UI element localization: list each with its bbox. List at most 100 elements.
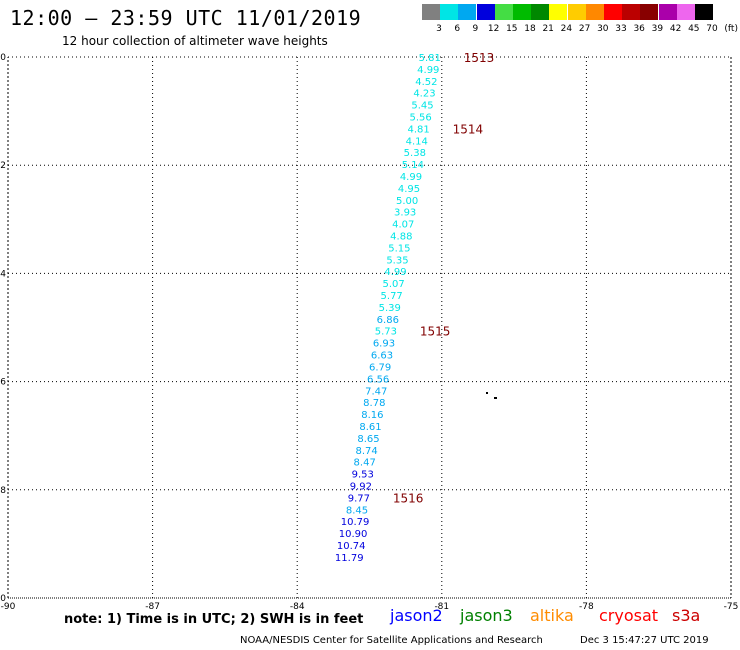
swh-value: 5.39	[379, 303, 401, 314]
pass-number-label: 1514	[453, 122, 484, 136]
swh-value: 8.74	[355, 446, 377, 457]
legend-swatch	[585, 4, 604, 20]
swh-value: 9.92	[350, 481, 372, 492]
legend-swatch	[531, 4, 550, 20]
swh-value: 6.79	[369, 362, 391, 373]
lat-tick-label: -28	[0, 486, 6, 496]
swh-value: 5.38	[404, 148, 426, 159]
swh-value: 5.73	[375, 327, 397, 338]
legend-label: 21	[542, 24, 554, 34]
legend-label: 39	[651, 24, 664, 34]
lon-tick-label: -87	[145, 602, 160, 612]
pass-number-label: 1513	[464, 51, 495, 65]
satellite-name: cryosat	[599, 606, 659, 625]
swh-value: 5.45	[411, 101, 433, 112]
pass-number-label: 1516	[393, 491, 424, 505]
swh-value: 4.52	[415, 77, 437, 88]
legend-label: 24	[560, 24, 573, 34]
island-mark	[494, 397, 497, 399]
legend-swatch	[549, 4, 568, 20]
lat-tick-label: -30	[0, 594, 6, 604]
legend-label: 6	[454, 24, 461, 34]
legend-label: 3	[436, 24, 442, 34]
swh-value: 8.47	[354, 458, 376, 469]
swh-value: 8.65	[357, 434, 379, 445]
footer-note: note: 1) Time is in UTC; 2) SWH is in fe…	[64, 612, 364, 627]
legend-label: 36	[633, 24, 645, 34]
swh-value: 9.53	[352, 470, 374, 481]
swh-value: 5.77	[381, 291, 403, 302]
lat-tick-label: -26	[0, 378, 6, 388]
lon-tick-label: -78	[579, 602, 594, 612]
legend-label: 18	[524, 24, 536, 34]
legend-swatch	[440, 4, 459, 20]
swh-value: 6.63	[371, 351, 393, 362]
swh-value: 9.77	[348, 493, 370, 504]
legend-label: 33	[615, 24, 627, 34]
swh-value: 4.95	[398, 184, 420, 195]
swh-value: 5.07	[382, 279, 404, 290]
swh-value: 10.90	[339, 529, 368, 540]
legend-swatch	[676, 4, 695, 20]
legend-swatch	[695, 4, 713, 20]
legend-swatch	[494, 4, 513, 20]
swh-value: 8.61	[359, 422, 381, 433]
lon-tick-label: -81	[434, 602, 449, 612]
legend-swatch	[622, 4, 641, 20]
pass-number-label: 1515	[420, 325, 451, 339]
legend-swatch	[458, 4, 477, 20]
legend-label: 27	[578, 24, 591, 34]
swh-value: 10.79	[341, 517, 370, 528]
legend-label: 15	[506, 24, 518, 34]
swh-value: 5.14	[402, 160, 424, 171]
satellite-name: altika	[530, 606, 574, 625]
swh-value: 8.16	[361, 410, 383, 421]
swh-value: 6.56	[367, 374, 389, 385]
legend-label: 30	[597, 24, 609, 34]
lat-tick-label: -22	[0, 161, 6, 171]
swh-value: 4.99	[400, 172, 422, 183]
swh-value: 4.88	[390, 232, 412, 243]
legend-label: 42	[669, 24, 682, 34]
credit-line: NOAA/NESDIS Center for Satellite Applica…	[240, 635, 543, 646]
satellite-name: jason2	[390, 606, 443, 625]
lat-tick-label: -20	[0, 53, 6, 63]
swh-value: 5.35	[386, 255, 408, 266]
swh-value: 3.93	[394, 208, 416, 219]
legend-unit: (ft)	[724, 24, 738, 34]
map-title: 12:00 – 23:59 UTC 11/01/2019	[10, 6, 362, 30]
map-frame	[7, 56, 732, 599]
swh-value: 6.86	[377, 315, 399, 326]
satellite-name: s3a	[672, 606, 701, 625]
legend-swatch	[658, 4, 677, 20]
swh-value: 4.99	[384, 267, 406, 278]
legend-swatch	[476, 4, 495, 20]
generated-timestamp: Dec 3 15:47:27 UTC 2019	[580, 635, 709, 646]
legend-swatch	[422, 4, 440, 20]
island-mark	[486, 392, 488, 394]
swh-value: 7.47	[365, 386, 387, 397]
swh-value: 5.56	[409, 113, 431, 124]
swh-value: 4.07	[392, 220, 414, 231]
legend-label: 9	[472, 24, 479, 34]
swh-value: 4.99	[417, 65, 439, 76]
legend-swatch	[513, 4, 531, 20]
legend-swatch	[604, 4, 622, 20]
legend-label: 12	[487, 24, 500, 34]
swh-value: 6.93	[373, 339, 395, 350]
swh-value: 8.45	[346, 505, 368, 516]
lon-tick-label: -90	[1, 602, 16, 612]
swh-value: 5.00	[396, 196, 418, 207]
swh-value: 4.81	[408, 124, 430, 135]
legend-swatch	[640, 4, 659, 20]
swh-value: 8.78	[363, 398, 385, 409]
legend-label: 45	[688, 24, 700, 34]
map-subtitle: 12 hour collection of altimeter wave hei…	[62, 34, 328, 48]
swh-value: 4.14	[406, 136, 428, 147]
lon-tick-label: -84	[290, 602, 305, 612]
legend-swatch	[567, 4, 586, 20]
lon-tick-label: -75	[724, 602, 739, 612]
swh-value: 11.79	[335, 553, 364, 564]
swh-value: 4.23	[413, 89, 435, 100]
